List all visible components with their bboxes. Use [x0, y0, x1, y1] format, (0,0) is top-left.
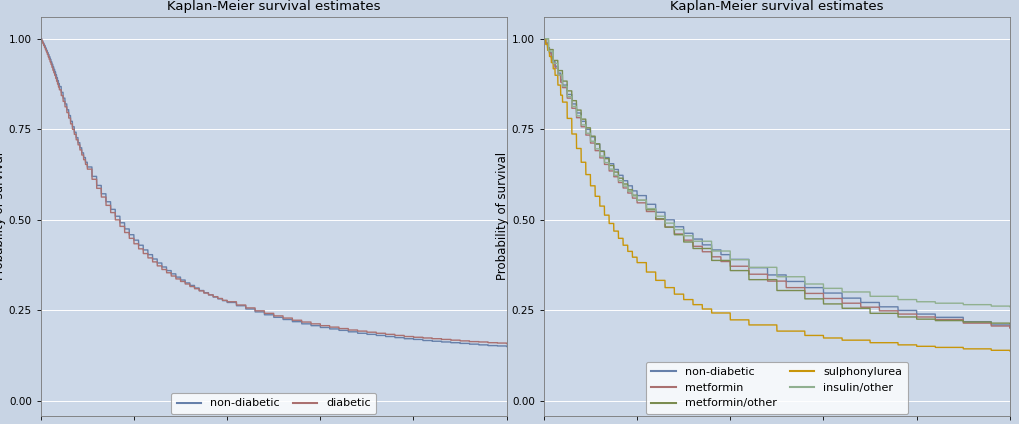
- Legend: non-diabetic, diabetic: non-diabetic, diabetic: [171, 393, 376, 414]
- Legend: non-diabetic, metformin, metformin/other, sulphonylurea, insulin/other: non-diabetic, metformin, metformin/other…: [645, 362, 907, 414]
- Title: Kaplan-Meier survival estimates: Kaplan-Meier survival estimates: [167, 0, 380, 13]
- Y-axis label: Probability of survival: Probability of survival: [0, 152, 6, 280]
- Title: Kaplan-Meier survival estimates: Kaplan-Meier survival estimates: [669, 0, 882, 13]
- Y-axis label: Probability of survival: Probability of survival: [495, 152, 508, 280]
